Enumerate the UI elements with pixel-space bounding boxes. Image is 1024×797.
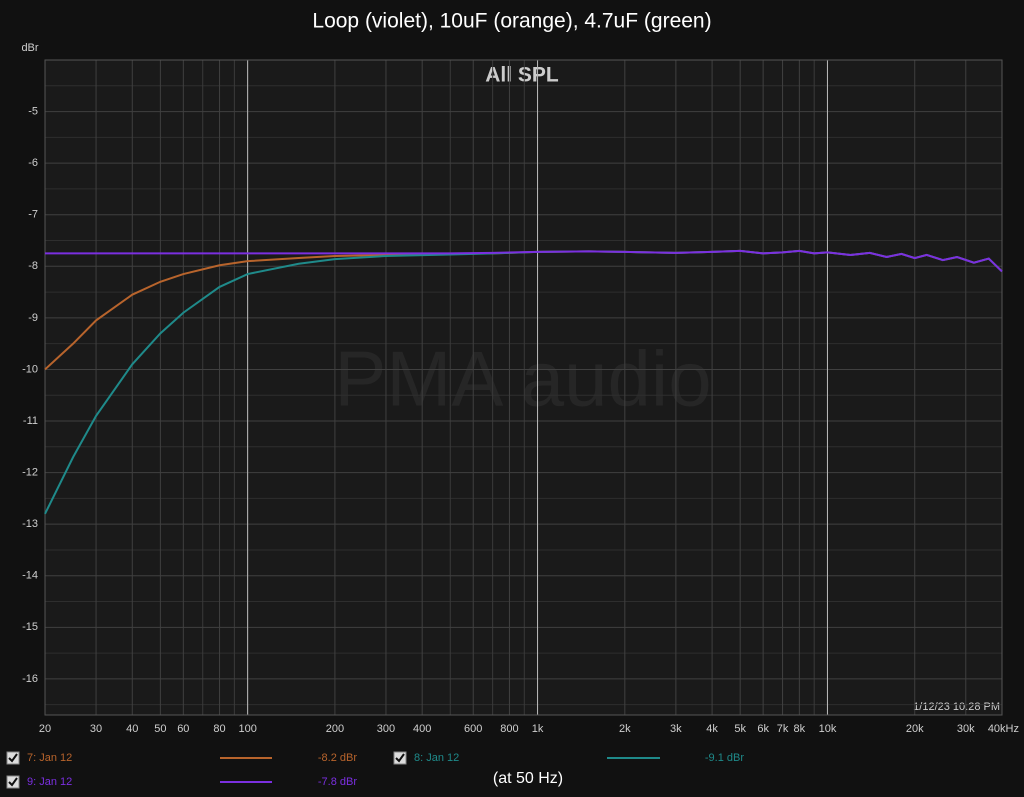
x-tick-label: 30k — [957, 723, 975, 735]
x-tick-label: 10k — [819, 723, 837, 735]
legend-checkmark — [8, 753, 18, 763]
legend-readout: -9.1 dBr — [705, 752, 744, 764]
legend-label: 9: Jan 12 — [27, 776, 72, 788]
x-tick-label: 7k — [777, 723, 789, 735]
x-tick-label: 3k — [670, 723, 682, 735]
x-tick-label: 80 — [213, 723, 225, 735]
chart-title: Loop (violet), 10uF (orange), 4.7uF (gre… — [312, 10, 711, 33]
legend-label: 7: Jan 12 — [27, 752, 72, 764]
x-tick-label: 2k — [619, 723, 631, 735]
x-tick-label: 400 — [413, 723, 431, 735]
plot-border — [44, 59, 1003, 716]
y-tick-label: -6 — [28, 157, 38, 169]
watermark: PMA audio — [334, 335, 711, 423]
x-tick-label: 40kHz — [988, 723, 1019, 735]
x-tick-label: 20 — [39, 723, 51, 735]
x-tick-label: 5k — [734, 723, 746, 735]
x-tick-label: 800 — [500, 723, 518, 735]
readout-note: (at 50 Hz) — [493, 770, 563, 787]
timestamp: 1/12/23 10:28 PM — [913, 701, 1000, 713]
x-tick-label: 600 — [464, 723, 482, 735]
legend-readout: -8.2 dBr — [318, 752, 357, 764]
plot-area — [45, 60, 1002, 715]
legend-readout: -7.8 dBr — [318, 776, 357, 788]
x-tick-label: 20k — [906, 723, 924, 735]
y-tick-label: -14 — [22, 570, 38, 582]
x-tick-label: 300 — [377, 723, 395, 735]
legend-label: 8: Jan 12 — [414, 752, 459, 764]
y-tick-label: -13 — [22, 518, 38, 530]
x-tick-label: 30 — [90, 723, 102, 735]
x-tick-label: 50 — [154, 723, 166, 735]
x-tick-label: 100 — [238, 723, 256, 735]
legend-checkmark — [395, 753, 405, 763]
x-tick-label: 6k — [757, 723, 769, 735]
y-tick-label: -7 — [28, 209, 38, 221]
y-tick-label: -15 — [22, 621, 38, 633]
y-tick-label: -5 — [28, 105, 38, 117]
y-tick-label: -11 — [23, 415, 38, 427]
x-tick-label: 200 — [326, 723, 344, 735]
y-tick-label: -10 — [22, 363, 38, 375]
y-tick-label: -8 — [28, 260, 38, 272]
x-tick-label: 8k — [794, 723, 806, 735]
legend-checkmark — [8, 777, 18, 787]
x-tick-label: 40 — [126, 723, 138, 735]
x-tick-label: 60 — [177, 723, 189, 735]
series-line — [45, 249, 1003, 273]
y-tick-label: -16 — [22, 673, 38, 685]
y-axis-label: dBr — [21, 42, 38, 54]
y-tick-label: -12 — [22, 467, 38, 479]
y-tick-label: -9 — [28, 312, 38, 324]
x-tick-label: 4k — [706, 723, 718, 735]
x-tick-label: 1k — [532, 723, 544, 735]
plot-label: All SPL — [485, 64, 559, 87]
